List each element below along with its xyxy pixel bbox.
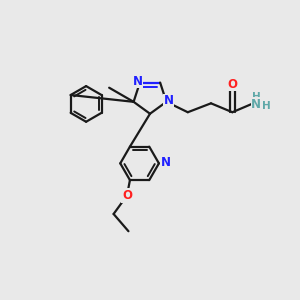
Text: N: N [251, 98, 261, 111]
Text: O: O [122, 189, 132, 202]
Text: N: N [160, 156, 170, 169]
Text: H: H [262, 101, 270, 111]
Text: H: H [252, 92, 260, 102]
Text: O: O [227, 78, 237, 91]
Text: N: N [133, 75, 142, 88]
Text: N: N [164, 94, 174, 107]
